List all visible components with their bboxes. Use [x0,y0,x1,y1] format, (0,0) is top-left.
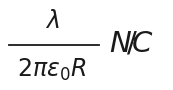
Text: $2\pi\varepsilon_0 R$: $2\pi\varepsilon_0 R$ [17,57,87,83]
Text: $\lambda$: $\lambda$ [45,10,59,33]
Text: $N\!/\!C$: $N\!/\!C$ [109,29,154,57]
